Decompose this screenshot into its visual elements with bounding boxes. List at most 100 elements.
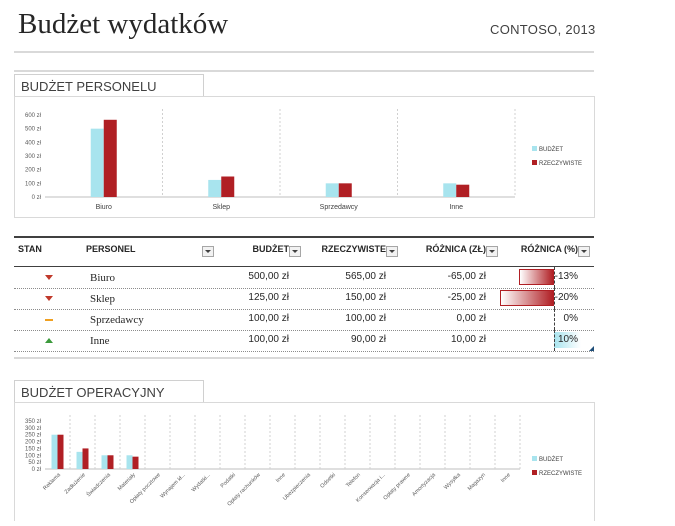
pct-cell: 10% (557, 334, 578, 345)
data-bar-axis (554, 330, 555, 351)
x-category-label: Materiały (117, 472, 137, 492)
personnel-table: STAN PERSONEL BUDŻET RZECZYWISTE RÓŻNICA (ZŁ… (14, 236, 594, 352)
column-header: RZECZYWISTE (321, 244, 387, 254)
bar-budget-1[interactable] (208, 179, 222, 197)
bar-actual-2[interactable] (338, 183, 352, 197)
x-category-label: Świadczenia (84, 470, 112, 498)
operating-chart-box[interactable]: 0 zł 50 zł 100 zł 150 zł 200 zł 250 zł 300 zł 3… (14, 402, 595, 521)
bar-budget-1[interactable] (76, 451, 83, 469)
legend-swatch (532, 160, 537, 165)
x-category-label: Sklep (212, 204, 230, 211)
filter-dropdown-icon[interactable] (202, 246, 214, 257)
bar-budget-0[interactable] (51, 434, 58, 469)
header-divider (14, 51, 594, 53)
bar-budget-3[interactable] (126, 455, 133, 469)
y-tick-label: 500 zł (25, 127, 42, 133)
y-tick-label: 350 zł (25, 419, 42, 425)
filter-dropdown-icon[interactable] (289, 246, 301, 257)
personnel-name: Sklep (90, 293, 116, 305)
budget-cell: 125,00 zł (248, 292, 289, 303)
legend-swatch (532, 146, 537, 151)
x-category-label: Inne (275, 472, 287, 484)
y-tick-label: 200 zł (25, 168, 42, 174)
table-row[interactable]: Sklep 125,00 zł 150,00 zł -25,00 zł -20% (14, 288, 594, 310)
filter-dropdown-icon[interactable] (386, 246, 398, 257)
table-row[interactable]: Inne 100,00 zł 90,00 zł 10,00 zł 10% (14, 330, 594, 352)
actual-cell: 100,00 zł (345, 313, 386, 324)
x-category-label: Reklama (42, 472, 62, 492)
personnel-name: Sprzedawcy (90, 314, 144, 326)
budget-cell: 100,00 zł (248, 313, 289, 324)
section-divider (14, 70, 594, 72)
table-row[interactable]: Biuro 500,00 zł 565,00 zł -65,00 zł -13% (14, 267, 594, 289)
personnel-chart-box[interactable]: 0 zł 100 zł 200 zł 300 zł 400 zł 500 zł 600 zł… (14, 96, 595, 218)
x-category-label: Amortyzacja (411, 472, 437, 498)
x-category-label: Podatki (220, 472, 237, 489)
filter-dropdown-icon[interactable] (486, 246, 498, 257)
bar-actual-1[interactable] (221, 176, 235, 198)
page-title: Budżet wydatków (18, 8, 229, 40)
table-row[interactable]: Sprzedawcy 100,00 zł 100,00 zł 0,00 zł 0% (14, 309, 594, 331)
y-tick-label: 300 zł (25, 426, 42, 432)
table-header: STAN PERSONEL BUDŻET RZECZYWISTE RÓŻNICA (ZŁ… (14, 236, 594, 267)
x-category-label: Inne (449, 204, 463, 211)
bar-budget-2[interactable] (101, 455, 108, 469)
diff-cell: 10,00 zł (450, 334, 486, 345)
bar-actual-0[interactable] (103, 119, 117, 197)
y-tick-label: 0 zł (32, 467, 42, 473)
actual-cell: 565,00 zł (345, 271, 386, 282)
table-resize-handle[interactable] (589, 346, 594, 351)
bar-actual-3[interactable] (456, 184, 470, 197)
budget-cell: 100,00 zł (248, 334, 289, 345)
y-tick-label: 200 zł (25, 440, 42, 446)
column-header: STAN (18, 244, 42, 254)
personnel-name: Biuro (90, 272, 116, 284)
y-tick-label: 0 zł (32, 195, 42, 201)
y-tick-label: 100 zł (25, 453, 42, 459)
column-header: PERSONEL (86, 244, 136, 254)
pct-cell: 0% (563, 313, 578, 324)
bar-budget-0[interactable] (90, 128, 104, 197)
x-category-label: Sprzedawcy (320, 204, 359, 211)
actual-cell: 90,00 zł (350, 334, 386, 345)
legend-label: RZECZYWISTE (539, 471, 582, 477)
status-up-icon (45, 338, 53, 343)
x-category-label: Telefon (345, 472, 362, 489)
diff-cell: -65,00 zł (447, 271, 486, 282)
y-tick-label: 400 zł (25, 140, 42, 146)
bar-budget-3[interactable] (443, 183, 457, 197)
status-neutral-icon (45, 319, 53, 321)
y-tick-label: 600 zł (25, 113, 42, 119)
pct-cell: -20% (554, 292, 578, 303)
filter-dropdown-icon[interactable] (578, 246, 590, 257)
personnel-budget-chart: 0 zł 100 zł 200 zł 300 zł 400 zł 500 zł 600 zł… (25, 109, 582, 211)
column-header: BUDŻET (252, 244, 290, 254)
status-down-icon (45, 296, 53, 301)
x-category-label: Opłaty prawne (383, 472, 412, 501)
section-divider-2 (14, 357, 594, 359)
bar-actual-3[interactable] (132, 456, 139, 469)
pct-cell: -13% (554, 271, 578, 282)
company-label: CONTOSO, 2013 (490, 22, 596, 37)
bar-actual-1[interactable] (82, 448, 89, 469)
x-category-label: Wysyłka (443, 472, 462, 491)
data-bar-axis (554, 309, 555, 330)
x-category-label: Wydatki... (191, 472, 213, 494)
x-category-label: Inne (500, 472, 512, 484)
bar-actual-2[interactable] (107, 455, 114, 469)
operating-section-tab: BUDŻET OPERACYJNY (14, 380, 204, 404)
y-tick-label: 300 zł (25, 154, 42, 160)
personnel-name: Inne (90, 335, 110, 347)
personnel-section-tab: BUDŻET PERSONELU (14, 74, 204, 98)
pct-data-bar (554, 332, 581, 348)
y-tick-label: 50 zł (28, 460, 41, 466)
diff-cell: -25,00 zł (447, 292, 486, 303)
bar-budget-2[interactable] (325, 183, 339, 197)
diff-cell: 0,00 zł (456, 313, 486, 324)
pct-data-bar (518, 269, 554, 285)
status-down-icon (45, 275, 53, 280)
data-bar-axis (554, 267, 555, 288)
bar-actual-0[interactable] (57, 434, 64, 469)
pct-data-bar (500, 290, 554, 306)
